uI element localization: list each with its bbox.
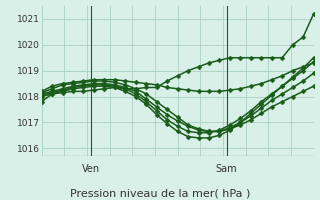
- Text: Sam: Sam: [216, 164, 237, 174]
- Text: Pression niveau de la mer( hPa ): Pression niveau de la mer( hPa ): [70, 188, 250, 198]
- Text: Ven: Ven: [82, 164, 100, 174]
